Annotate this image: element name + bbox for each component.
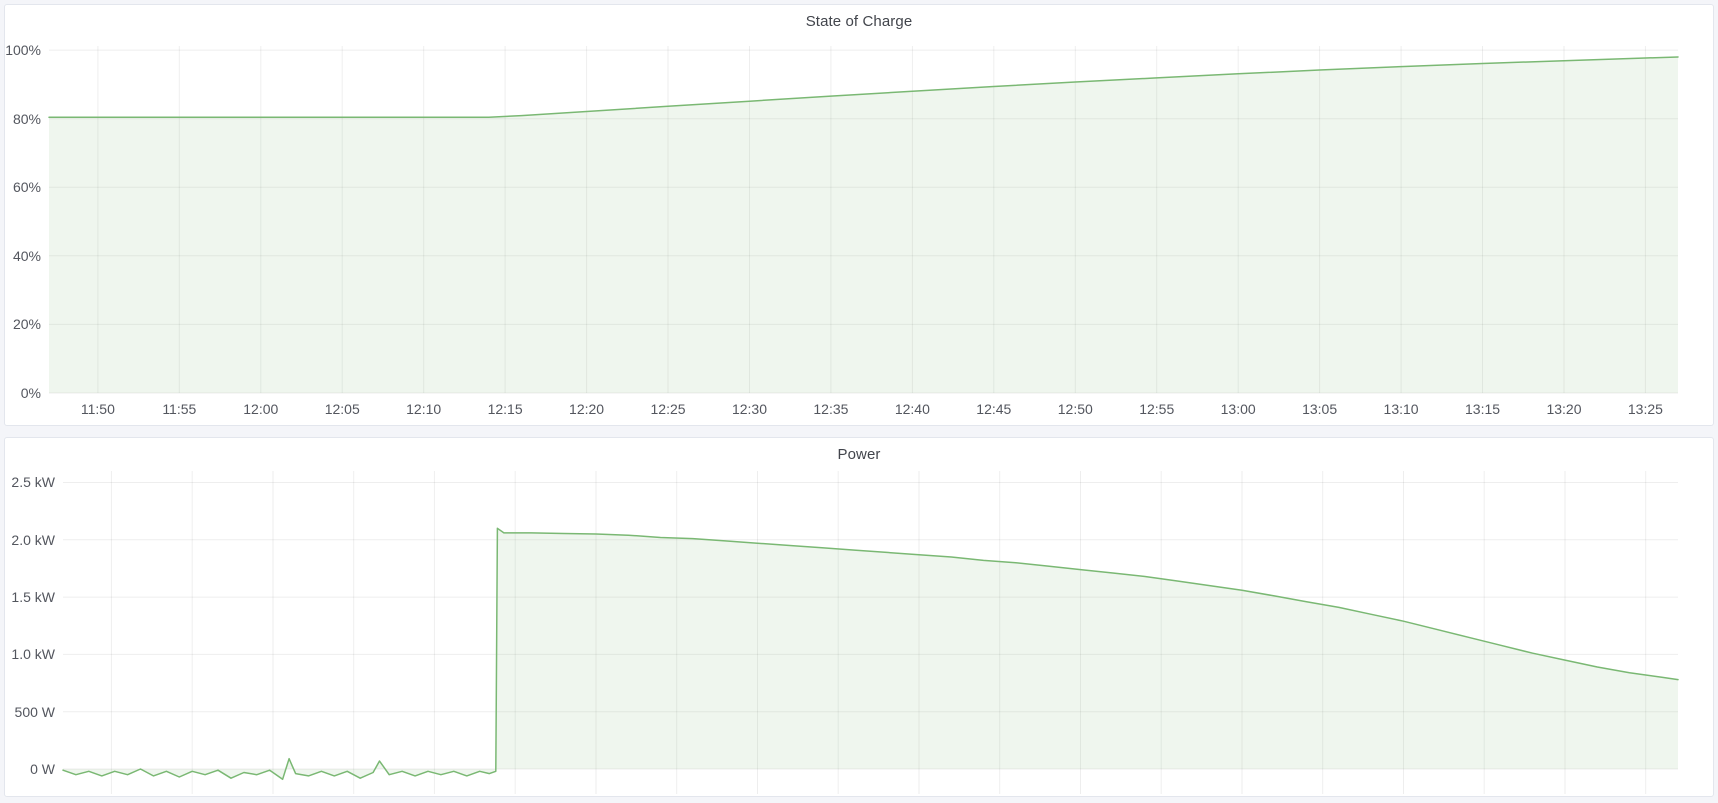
y-tick-label: 60% [12,179,41,196]
x-tick-label: 12:20 [569,401,605,417]
x-tick-label: 13:20 [1546,401,1582,417]
x-tick-label: 12:45 [976,401,1012,417]
x-tick-label: 12:00 [243,401,279,417]
x-tick-label: 12:15 [487,401,523,417]
x-tick-label: 13:00 [1220,401,1256,417]
y-tick-label: 80% [12,110,41,127]
y-tick-label: 500 W [14,703,55,720]
x-tick-label: 13:25 [1627,401,1663,417]
y-tick-label: 0 W [30,761,55,777]
state-of-charge-plot-area[interactable] [48,46,1679,394]
y-tick-label: 2.5 kW [11,474,55,491]
x-tick-label: 13:10 [1383,401,1419,417]
y-tick-label: 20% [12,316,41,333]
x-tick-label: 12:40 [894,401,930,417]
y-tick-label: 1.0 kW [11,646,55,663]
x-tick-label: 12:25 [650,401,686,417]
y-tick-label: 40% [12,247,41,264]
x-tick-label: 12:30 [731,401,767,417]
y-tick-label: 0% [20,385,41,401]
x-tick-label: 13:05 [1302,401,1338,417]
x-tick-label: 12:10 [406,401,442,417]
x-tick-label: 12:55 [1139,401,1175,417]
panel-power: Power 0 W 500 W 1.0 kW 1.5 kW 2.0 kW 2.5 kW [4,437,1714,797]
state-of-charge-chart[interactable] [48,46,1679,394]
power-plot-area[interactable] [62,471,1679,794]
y-tick-label: 1.5 kW [11,589,55,606]
panel-title-power: Power [837,446,881,463]
x-tick-label: 13:15 [1464,401,1501,417]
y-tick-label: 2.0 kW [11,531,55,548]
power-chart[interactable] [62,471,1679,794]
y-tick-label: 100% [5,42,41,59]
x-tick-label: 12:35 [813,401,849,417]
x-tick-label: 12:50 [1057,401,1093,417]
panel-title-state-of-charge: State of Charge [805,13,913,30]
panel-state-of-charge: State of Charge 0% 20% 40% 60% 80% 100% 11:50 1… [4,4,1714,426]
x-tick-label: 12:05 [324,401,360,417]
x-tick-label: 11:50 [80,401,115,417]
x-tick-label: 11:55 [162,401,197,417]
